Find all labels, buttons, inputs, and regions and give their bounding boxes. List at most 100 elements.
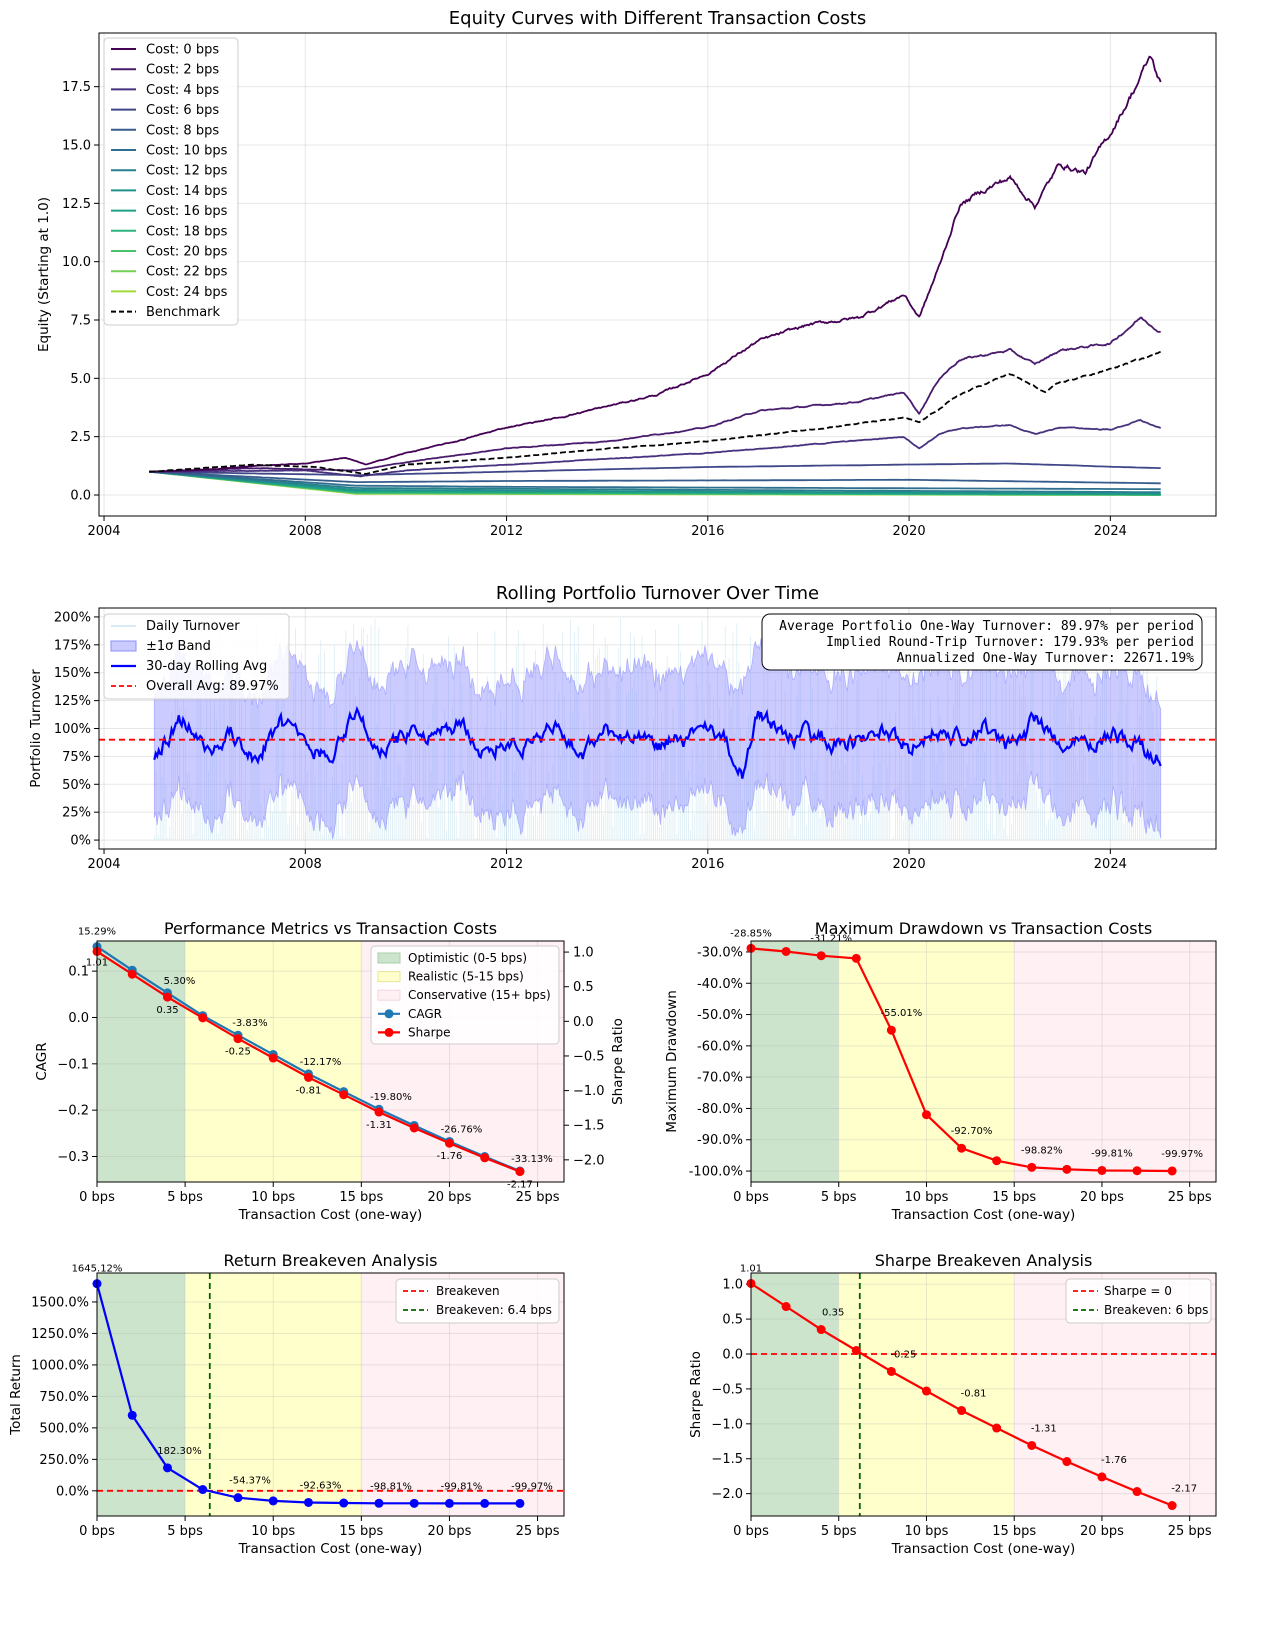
y-tick-label: -70.0%	[697, 1071, 743, 1086]
y-axis-label: Maximum Drawdown	[664, 990, 680, 1133]
y2-tick-label: 1.0	[573, 946, 594, 961]
x-tick-label: 20 bps	[1080, 1190, 1124, 1205]
y-tick-label: -60.0%	[697, 1039, 743, 1054]
legend-label: Cost: 22 bps	[146, 265, 228, 280]
y-axis-label: CAGR	[34, 1042, 50, 1080]
return-data-label: 1645.12%	[72, 1264, 123, 1275]
x-tick-label: 20 bps	[427, 1190, 471, 1205]
sigma-band	[153, 637, 1162, 840]
turnover-chart: Rolling Portfolio Turnover Over Time 2004…	[28, 583, 1217, 872]
legend-label: Breakeven	[436, 1284, 500, 1298]
stats-box-frame	[761, 613, 1203, 671]
y-tick-label: 0.1	[68, 965, 89, 980]
sharpe-marker	[444, 1138, 454, 1148]
legend-label: Breakeven: 6 bps	[1104, 1303, 1208, 1317]
total-return-marker	[127, 1410, 137, 1420]
y-tick-label: 500.0%	[39, 1421, 89, 1436]
total-return-marker	[515, 1498, 525, 1508]
equity-line-14bps	[149, 470, 1161, 495]
x-tick-label: 15 bps	[339, 1524, 383, 1539]
sharpe-data-label: 0.35	[822, 1308, 844, 1319]
x-axis-label: Transaction Cost (one-way)	[238, 1207, 423, 1223]
legend-label: Cost: 20 bps	[146, 245, 228, 260]
x-tick-label: 10 bps	[904, 1524, 948, 1539]
y-tick-label: 200%	[54, 610, 91, 625]
x-axis-label: Transaction Cost (one-way)	[891, 1207, 1076, 1223]
equity-line-8bps	[149, 470, 1161, 485]
legend-label: Cost: 14 bps	[146, 184, 228, 199]
y-tick-label: 0.0	[68, 1011, 89, 1026]
legend-label: Cost: 16 bps	[146, 204, 228, 219]
legend-box	[395, 1278, 560, 1324]
sharpe-marker	[816, 1325, 826, 1335]
total-return-marker	[374, 1498, 384, 1508]
total-return-marker	[480, 1498, 490, 1508]
y2-tick-label: 0.0	[573, 1015, 594, 1030]
performance-chart: Performance Metrics vs Transaction Costs…	[34, 919, 626, 1223]
legend: Daily Turnover ±1σ Band 30-day Rolling Avg…	[103, 613, 290, 700]
sharpe-data-label: 1.01	[740, 1263, 762, 1274]
legend-label: Cost: 8 bps	[146, 123, 219, 138]
y-tick-label: 1.0	[722, 1278, 743, 1293]
sharpe-marker	[886, 1366, 896, 1376]
y-tick-label: 750.0%	[39, 1390, 89, 1405]
total-return-marker	[162, 1463, 172, 1473]
x-tick-label: 0 bps	[733, 1190, 769, 1205]
x-tick-label: 2012	[490, 524, 523, 539]
legend-label: Conservative (15+ bps)	[408, 988, 551, 1002]
legend-label: 30-day Rolling Avg	[146, 659, 267, 674]
sharpe-marker	[957, 1406, 967, 1416]
legend-box	[370, 945, 560, 1045]
total-return-marker	[303, 1497, 313, 1507]
y-tick-label: 17.5	[62, 80, 91, 95]
axes-frame	[96, 940, 565, 1183]
legend-label: Sharpe = 0	[1104, 1284, 1172, 1298]
cagr-data-label: -33.13%	[511, 1154, 553, 1165]
sharpe-marker	[303, 1072, 313, 1082]
sharpe-marker	[162, 992, 172, 1002]
drawdown-data-label: -99.81%	[1091, 1148, 1133, 1159]
y2-tick-label: 0.5	[573, 980, 594, 995]
return-data-label: -98.81%	[370, 1481, 412, 1492]
zone-optimistic	[751, 941, 839, 1182]
legend-label: Cost: 18 bps	[146, 224, 228, 239]
legend-box	[1065, 1278, 1212, 1324]
return-data-label: -92.63%	[300, 1480, 342, 1491]
sharpe-data-label: -0.25	[890, 1349, 916, 1360]
chart-title: Maximum Drawdown vs Transaction Costs	[815, 919, 1152, 938]
cagr-data-label: -12.17%	[300, 1057, 342, 1068]
legend-label: Cost: 4 bps	[146, 83, 219, 98]
legend: Cost: 0 bps Cost: 2 bps Cost: 4 bps Cost: 6…	[103, 37, 239, 326]
x-tick-label: 0 bps	[79, 1524, 115, 1539]
y-axis-label: Portfolio Turnover	[28, 669, 44, 788]
return-data-label: -99.81%	[441, 1481, 483, 1492]
legend-label: Cost: 2 bps	[146, 63, 219, 78]
y-tick-label: −2.0	[711, 1487, 743, 1502]
legend-box	[103, 613, 290, 700]
y-axis-label: Sharpe Ratio	[688, 1351, 704, 1438]
sharpe-data-label: -1.31	[366, 1120, 392, 1131]
zone-optimistic	[97, 1273, 186, 1516]
legend: Optimistic (0-5 bps) Realistic (5-15 bps)…	[370, 945, 560, 1045]
legend-label: ±1σ Band	[146, 639, 211, 654]
y2-axis-label: Sharpe Ratio	[610, 1018, 626, 1105]
sharpe-marker	[1097, 1472, 1107, 1482]
legend-swatch	[377, 952, 401, 964]
y-tick-label: -80.0%	[697, 1102, 743, 1117]
equity-line-2bps	[149, 316, 1161, 473]
stats-line-2: Implied Round-Trip Turnover: 179.93% per…	[826, 635, 1194, 650]
x-tick-label: 10 bps	[251, 1190, 295, 1205]
drawdown-marker	[957, 1143, 967, 1153]
return-data-label: -54.37%	[229, 1476, 271, 1487]
y-tick-label: 0.0	[70, 489, 91, 504]
y-tick-label: -90.0%	[697, 1133, 743, 1148]
legend-swatch	[377, 971, 401, 983]
x-tick-label: 25 bps	[516, 1190, 560, 1205]
x-tick-label: 2016	[691, 524, 724, 539]
series-group	[99, 618, 1216, 841]
x-tick-label: 2012	[490, 857, 523, 872]
x-tick-label: 25 bps	[1168, 1524, 1212, 1539]
legend-label: CAGR	[408, 1007, 442, 1021]
total-return-marker	[339, 1498, 349, 1508]
sharpe-data-label: 0.35	[156, 1005, 178, 1016]
